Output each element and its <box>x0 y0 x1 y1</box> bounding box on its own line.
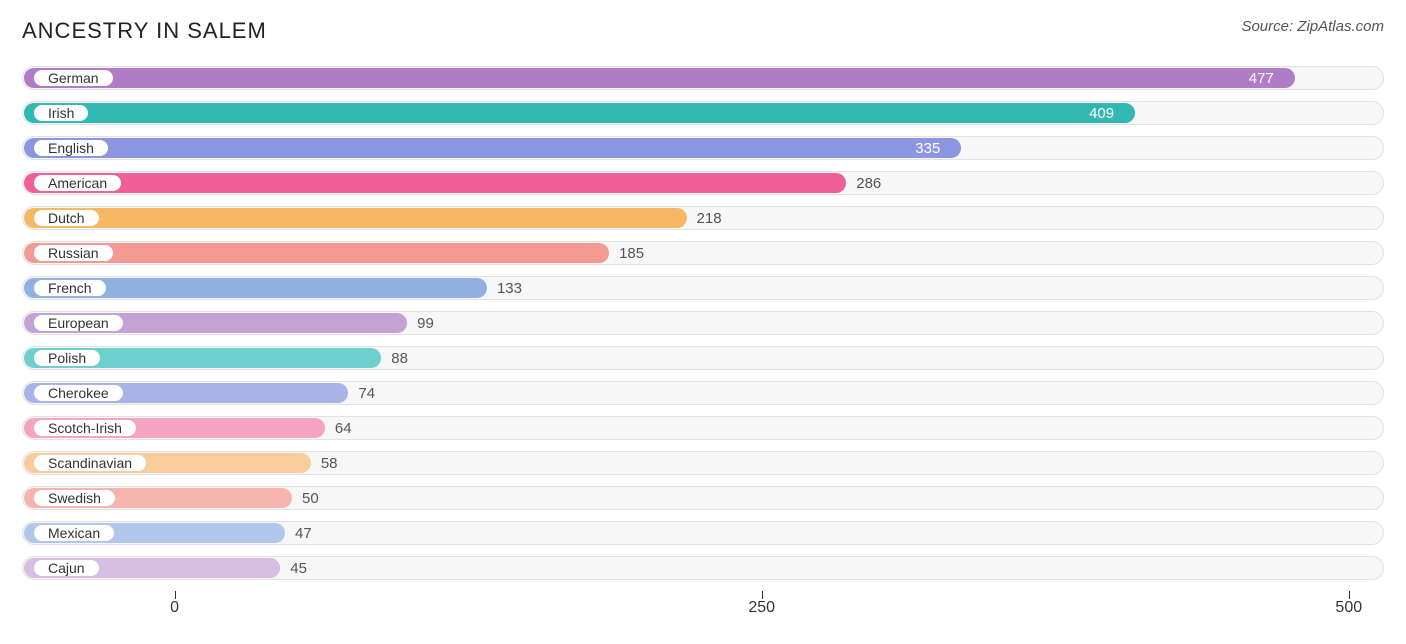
bar-value: 64 <box>335 416 352 440</box>
bar-fill <box>24 138 961 158</box>
bar-value: 47 <box>295 521 312 545</box>
bar-value: 185 <box>619 241 644 265</box>
bar-row: German 477 <box>22 66 1384 90</box>
bar-label-pill: Scandinavian <box>32 453 148 473</box>
axis-tick-label: 500 <box>1335 599 1362 617</box>
bar-row: Dutch 218 <box>22 206 1384 230</box>
bar-label-pill: French <box>32 278 108 298</box>
axis-tick-label: 250 <box>748 599 775 617</box>
bar-label: Scandinavian <box>48 455 132 471</box>
bar-label: Russian <box>48 245 99 261</box>
bar-label-pill: Swedish <box>32 488 117 508</box>
bar-label: Dutch <box>48 210 85 226</box>
bar-row: European 99 <box>22 311 1384 335</box>
bar-label: European <box>48 315 109 331</box>
bar-value: 409 <box>1089 101 1114 125</box>
bar-label: Mexican <box>48 525 100 541</box>
bar-value: 88 <box>391 346 408 370</box>
chart-title: ANCESTRY IN SALEM <box>22 18 267 44</box>
bar-label-pill: Dutch <box>32 208 101 228</box>
x-axis: 0 250 500 <box>22 591 1384 621</box>
bar-row: Cherokee 74 <box>22 381 1384 405</box>
bar-label: French <box>48 280 92 296</box>
bar-row: Mexican 47 <box>22 521 1384 545</box>
bar-value: 477 <box>1249 66 1274 90</box>
bar-label-pill: Mexican <box>32 523 116 543</box>
bar-label-pill: European <box>32 313 125 333</box>
bar-fill <box>24 208 687 228</box>
bar-value: 133 <box>497 276 522 300</box>
bar-row: American 286 <box>22 171 1384 195</box>
bar-row: French 133 <box>22 276 1384 300</box>
bar-label-pill: Russian <box>32 243 115 263</box>
bar-label: American <box>48 175 107 191</box>
chart-header: ANCESTRY IN SALEM Source: ZipAtlas.com <box>22 18 1384 44</box>
bar-chart: German 477 Irish 409 English 335 American 286 Du… <box>22 66 1384 580</box>
chart-source: Source: ZipAtlas.com <box>1241 18 1384 35</box>
bar-row: Cajun 45 <box>22 556 1384 580</box>
bar-label-pill: German <box>32 68 115 88</box>
bar-label: German <box>48 70 99 86</box>
bar-row: Scotch-Irish 64 <box>22 416 1384 440</box>
bar-value: 74 <box>358 381 375 405</box>
bar-label-pill: Irish <box>32 103 90 123</box>
axis-tick <box>762 591 763 599</box>
bar-label: Cherokee <box>48 385 109 401</box>
bar-row: Irish 409 <box>22 101 1384 125</box>
bar-label-pill: American <box>32 173 123 193</box>
bar-fill <box>24 103 1135 123</box>
bar-label: Polish <box>48 350 86 366</box>
axis-tick <box>175 591 176 599</box>
bar-value: 99 <box>417 311 434 335</box>
bar-label: Scotch-Irish <box>48 420 122 436</box>
bar-fill <box>24 173 846 193</box>
bar-label-pill: Cherokee <box>32 383 125 403</box>
bar-label: English <box>48 140 94 156</box>
bar-row: Polish 88 <box>22 346 1384 370</box>
bar-fill <box>24 68 1295 88</box>
bar-row: Swedish 50 <box>22 486 1384 510</box>
bar-value: 50 <box>302 486 319 510</box>
bar-label: Cajun <box>48 560 85 576</box>
bar-label: Swedish <box>48 490 101 506</box>
axis-tick <box>1349 591 1350 599</box>
bar-value: 45 <box>290 556 307 580</box>
bar-value: 286 <box>856 171 881 195</box>
bar-label-pill: Scotch-Irish <box>32 418 138 438</box>
axis-tick-label: 0 <box>170 599 179 617</box>
bar-value: 335 <box>915 136 940 160</box>
bar-row: Russian 185 <box>22 241 1384 265</box>
bar-value: 218 <box>697 206 722 230</box>
bar-value: 58 <box>321 451 338 475</box>
bar-label-pill: Polish <box>32 348 102 368</box>
bar-label-pill: English <box>32 138 110 158</box>
bar-row: English 335 <box>22 136 1384 160</box>
bar-label-pill: Cajun <box>32 558 101 578</box>
bar-row: Scandinavian 58 <box>22 451 1384 475</box>
bar-label: Irish <box>48 105 74 121</box>
